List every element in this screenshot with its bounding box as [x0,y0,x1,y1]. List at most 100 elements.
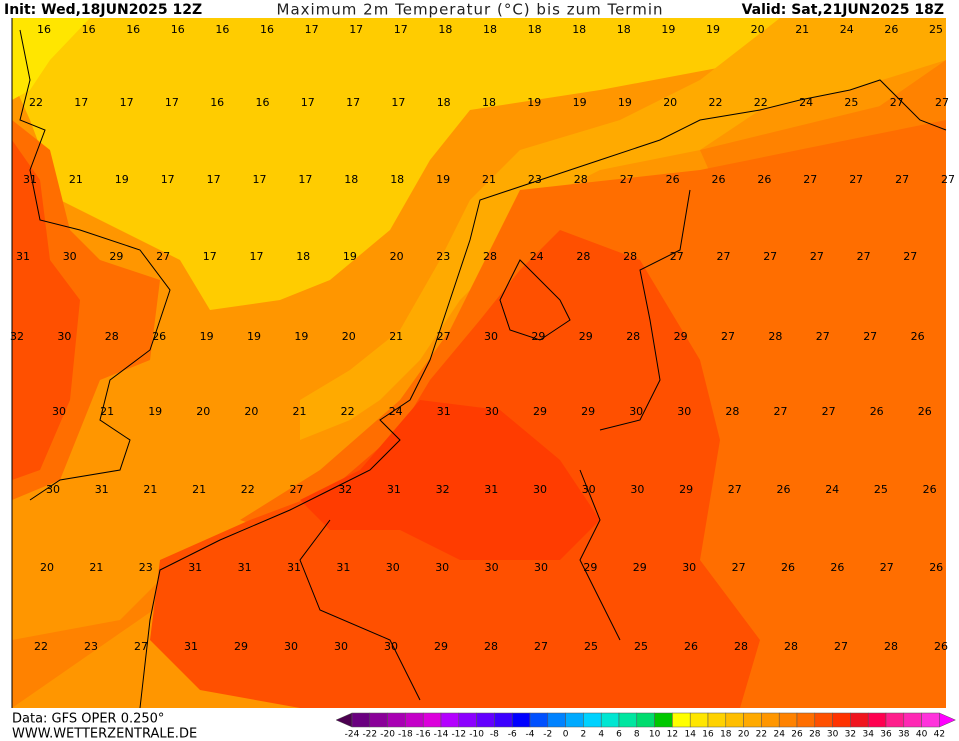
temperature-value: 22 [709,96,723,109]
temperature-value: 30 [682,561,696,574]
temperature-value: 27 [863,330,877,343]
temperature-value: 29 [581,405,595,418]
temperature-value: 31 [484,483,498,496]
scale-box [636,712,655,728]
scale-label: 14 [684,730,696,740]
scale-label: 2 [581,730,587,740]
temperature-value: 26 [923,483,937,496]
temperature-value: 28 [574,173,588,186]
scale-box [850,712,869,728]
coastline-ijsselmeer [499,259,571,341]
temperature-value: 17 [349,23,363,36]
scale-box [778,712,798,728]
temperature-value: 26 [934,640,948,653]
temperature-value: 21 [100,405,114,418]
temperature-value: 17 [250,250,264,263]
temperature-value: 29 [583,561,597,574]
scale-label: -14 [434,730,449,740]
temperature-value: 28 [884,640,898,653]
scale-box [903,712,922,728]
scale-box [814,712,833,728]
scale-label: -24 [345,730,360,740]
temperature-value: 28 [734,640,748,653]
temperature-value: 30 [63,250,77,263]
temperature-value: 21 [389,330,403,343]
scale-box [618,712,638,728]
map-title: Maximum 2m Temperatur (°C) bis zum Termi… [277,1,664,19]
border-lines [299,189,691,701]
temperature-value: 18 [390,173,404,186]
scale-box [583,712,602,728]
temperature-value: 20 [342,330,356,343]
temperature-value: 24 [840,23,854,36]
temperature-value: 24 [389,405,403,418]
temperature-value: 17 [298,173,312,186]
temperature-value: 30 [485,561,499,574]
temperature-value: 29 [434,640,448,653]
temperature-value: 30 [435,561,449,574]
scale-box [796,712,816,728]
temperature-value: 26 [777,483,791,496]
temperature-value: 16 [126,23,140,36]
scale-label: 4 [598,730,604,740]
temperature-value: 29 [531,330,545,343]
field-hottest [300,400,600,560]
temperature-value: 27 [903,250,917,263]
temperature-value: 19 [618,96,632,109]
scale-box [351,712,371,728]
temperature-value: 16 [256,96,270,109]
temperature-value: 30 [485,405,499,418]
temperature-value: 21 [795,23,809,36]
temperature-value: 26 [781,561,795,574]
temperature-value: 27 [728,483,742,496]
coastline-england [19,29,171,501]
scale-box [369,712,388,728]
temperature-value: 22 [34,640,48,653]
scale-box [387,712,406,728]
temperature-value: 25 [929,23,943,36]
temperature-value: 30 [630,483,644,496]
scale-label: -8 [490,730,499,740]
temperature-value: 30 [384,640,398,653]
temperature-value: 18 [483,23,497,36]
scale-label: 6 [616,730,622,740]
temperature-value: 18 [296,250,310,263]
temperature-value: 16 [210,96,224,109]
temperature-value: 30 [284,640,298,653]
temperature-value: 27 [810,250,824,263]
map-field [11,18,947,709]
temperature-value: 26 [929,561,943,574]
temperature-value: 31 [238,561,252,574]
temperature-value: 30 [52,405,66,418]
temperature-value: 31 [437,405,451,418]
temperature-value: 31 [23,173,37,186]
temperature-value: 30 [484,330,498,343]
scale-box [440,712,460,728]
temperature-value: 27 [834,640,848,653]
temperature-value: 28 [623,250,637,263]
temperature-value: 27 [895,173,909,186]
temperature-value: 20 [40,561,54,574]
temperature-value: 21 [293,405,307,418]
temperature-value: 17 [120,96,134,109]
temperature-value: 30 [57,330,71,343]
temperature-value: 27 [941,173,955,186]
temperature-value: 21 [89,561,103,574]
temperature-value: 20 [751,23,765,36]
temperature-value: 31 [387,483,401,496]
temperature-value: 20 [390,250,404,263]
scale-label: 34 [862,730,874,740]
data-source: Data: GFS OPER 0.250° [12,712,164,727]
field-cool [12,18,780,310]
temperature-value: 21 [69,173,83,186]
temperature-value: 28 [626,330,640,343]
temperature-value: 19 [573,96,587,109]
temperature-value: 30 [677,405,691,418]
temperature-value: 24 [825,483,839,496]
temperature-value: 22 [754,96,768,109]
temperature-value: 22 [341,405,355,418]
temperature-value: 27 [890,96,904,109]
temperature-value: 23 [84,640,98,653]
temperature-value: 27 [717,250,731,263]
temperature-value: 18 [617,23,631,36]
